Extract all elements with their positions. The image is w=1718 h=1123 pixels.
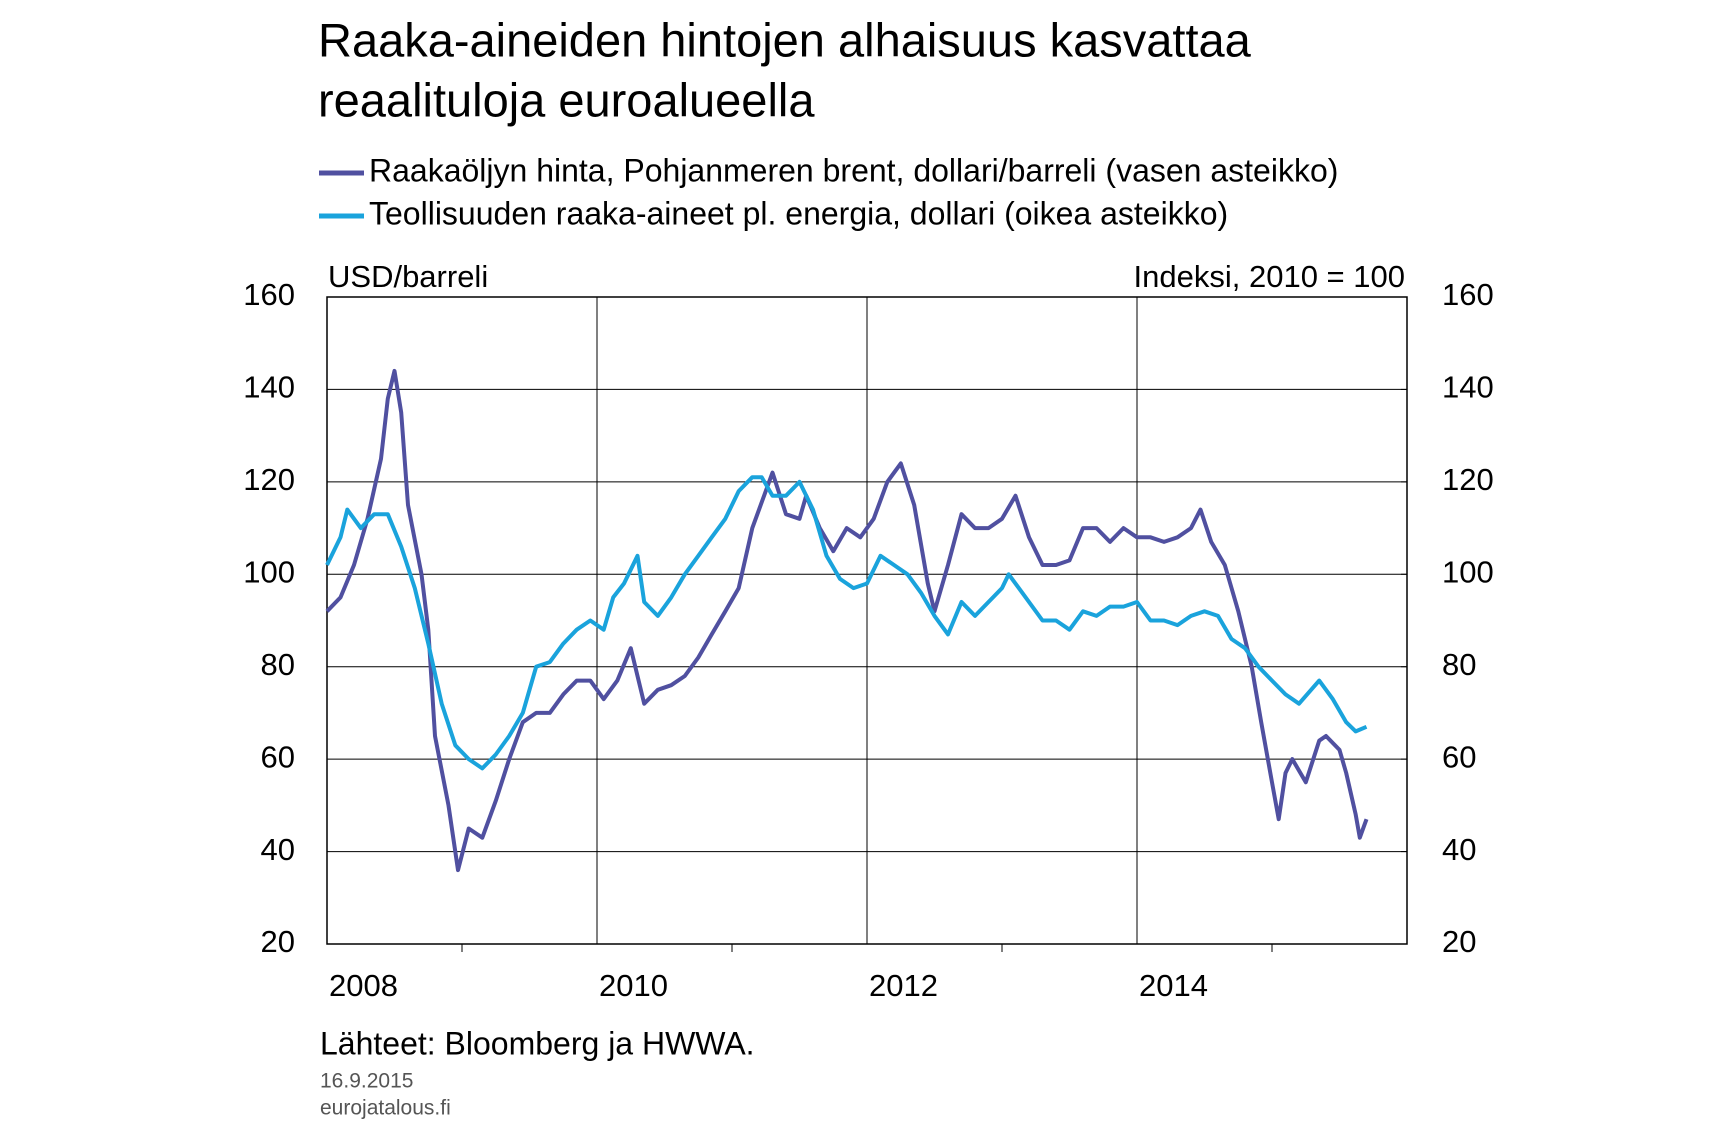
source: Lähteet: Bloomberg ja HWWA. <box>320 1025 755 1061</box>
y2-tick-label: 100 <box>1442 554 1494 589</box>
y2-tick-label: 160 <box>1442 277 1494 312</box>
y-axis-label: USD/barreli <box>328 259 488 294</box>
chart-title: reaalituloja euroalueella <box>318 73 815 126</box>
line-series <box>325 368 1369 873</box>
y-tick-label: 60 <box>261 739 295 774</box>
y2-tick-label: 20 <box>1442 924 1476 959</box>
y-tick-label: 100 <box>243 554 295 589</box>
chart-title: Raaka-aineiden hintojen alhaisuus kasvat… <box>318 13 1252 66</box>
y-tick-label: 160 <box>243 277 295 312</box>
y2-tick-label: 140 <box>1442 370 1494 405</box>
x-tick-label: 2010 <box>599 968 668 1003</box>
x-tick-label: 2012 <box>869 968 938 1003</box>
y-tick-label: 20 <box>261 924 295 959</box>
x-tick-label: 2014 <box>1139 968 1208 1003</box>
y2-tick-label: 40 <box>1442 832 1476 867</box>
y2-tick-label: 80 <box>1442 647 1476 682</box>
y2-axis-label: Indeksi, 2010 = 100 <box>1134 259 1405 294</box>
y-tick-label: 40 <box>261 832 295 867</box>
site: eurojatalous.fi <box>320 1097 451 1120</box>
date: 16.9.2015 <box>320 1070 413 1093</box>
legend-label: Raakaöljyn hinta, Pohjanmeren brent, dol… <box>369 152 1338 188</box>
line-series <box>325 475 1368 771</box>
y2-tick-label: 120 <box>1442 462 1494 497</box>
y-tick-label: 140 <box>243 370 295 405</box>
y-tick-label: 120 <box>243 462 295 497</box>
legend-label: Teollisuuden raaka-aineet pl. energia, d… <box>369 195 1228 231</box>
y-tick-label: 80 <box>261 647 295 682</box>
x-tick-label: 2008 <box>329 968 398 1003</box>
y2-tick-label: 60 <box>1442 739 1476 774</box>
plot-frame <box>326 296 1408 945</box>
